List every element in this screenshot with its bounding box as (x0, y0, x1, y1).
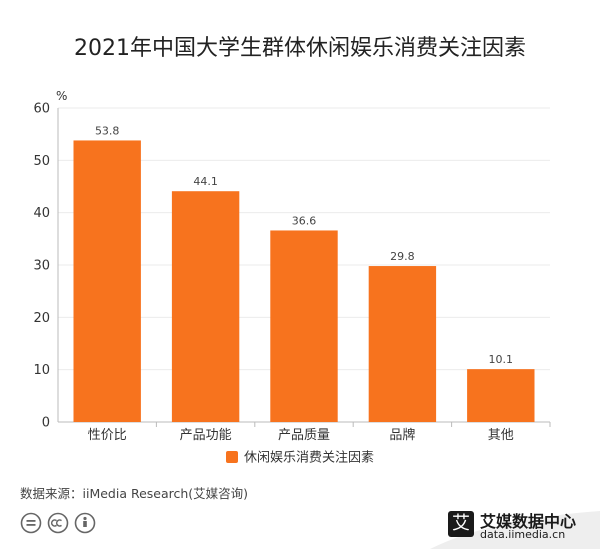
y-tick-label: 0 (42, 416, 50, 431)
x-tick-label: 产品质量 (278, 428, 330, 443)
data-label: 10.1 (489, 353, 514, 366)
y-tick-label: 60 (33, 102, 50, 117)
y-tick-label: 40 (33, 206, 50, 221)
y-tick-label: 30 (33, 259, 50, 274)
data-source-note: 数据来源：iiMedia Research(艾媒咨询) (20, 486, 249, 501)
x-tick-label: 性价比 (88, 428, 127, 443)
chart-title: 2021年中国大学生群体休闲娱乐消费关注因素 (74, 36, 526, 61)
y-tick-label: 20 (33, 311, 50, 326)
x-tick-label: 产品功能 (180, 428, 232, 443)
x-tick-label: 其他 (488, 428, 514, 443)
brand-logo-icon: 艾 (448, 511, 474, 537)
legend-swatch (226, 451, 238, 463)
data-label: 44.1 (193, 175, 218, 188)
bar-chart: 0 10 20 30 40 50 60% 53.8 性价比 44.1 产品功能 36.6 产品质量 29.… (33, 89, 551, 466)
bar (467, 369, 535, 422)
y-axis-unit-label: % (56, 89, 67, 103)
bar (171, 191, 240, 422)
bar (73, 140, 141, 423)
bar (270, 230, 338, 422)
brand-name: 艾媒数据中心 (480, 512, 577, 531)
brand-url: data.iimedia.cn (480, 528, 566, 541)
brand-block: 艾 艾媒数据中心 data.iimedia.cn (430, 507, 600, 549)
bar (368, 266, 437, 422)
data-label: 53.8 (95, 124, 120, 137)
brand-swoosh-decoration (430, 511, 600, 549)
y-tick-label: 50 (33, 154, 50, 169)
x-tick-label: 品牌 (389, 427, 415, 443)
data-label: 29.8 (390, 250, 415, 263)
license-icons (20, 512, 100, 534)
data-label: 36.6 (292, 214, 317, 227)
legend-label: 休闲娱乐消费关注因素 (244, 451, 374, 466)
creative-commons-icon (20, 512, 96, 534)
y-tick-label: 10 (33, 363, 50, 378)
